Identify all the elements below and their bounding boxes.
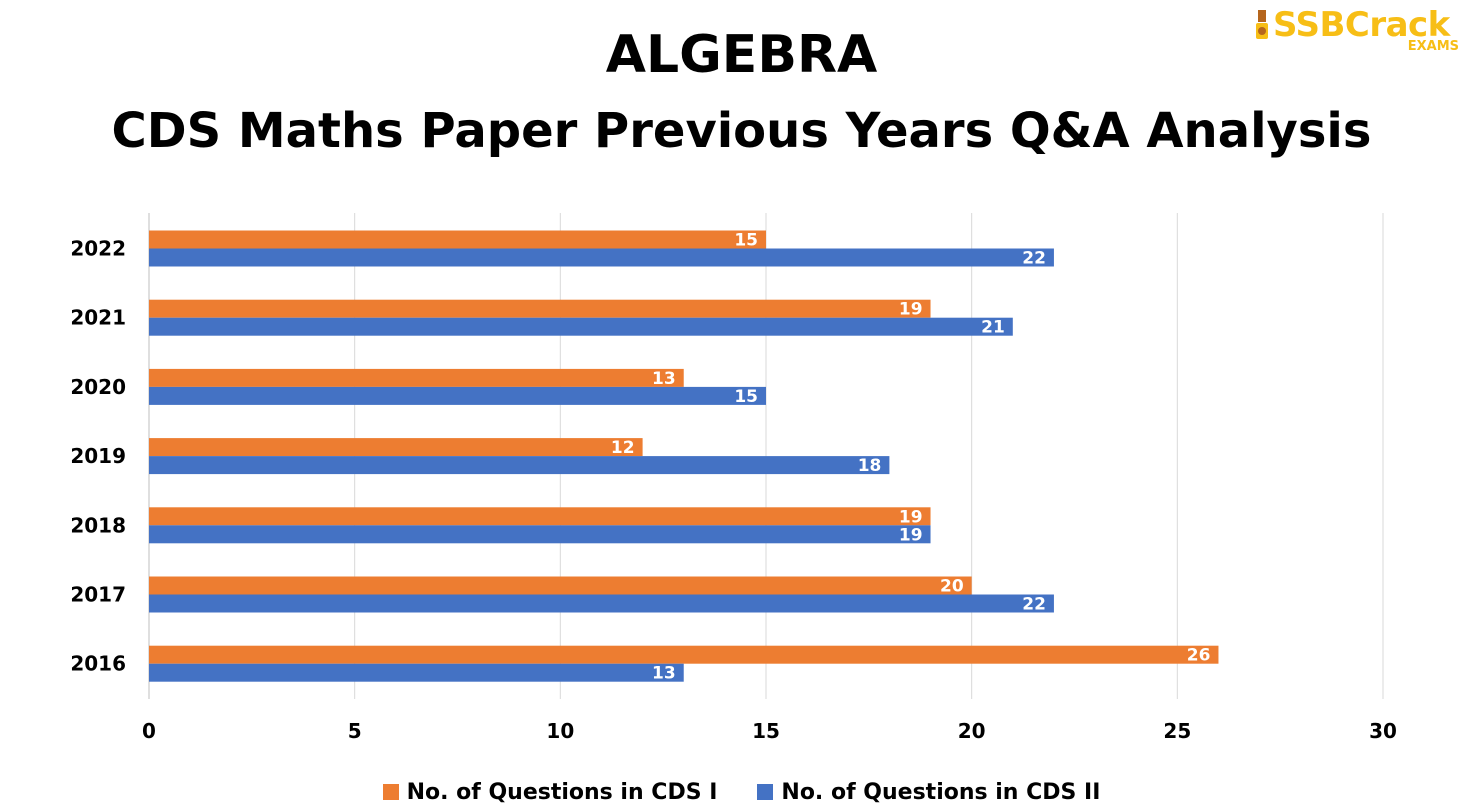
- y-tick-label-2019: 2019: [70, 444, 126, 468]
- legend-swatch-cds-1: [382, 784, 399, 800]
- x-tick-label-10: 10: [546, 719, 574, 743]
- x-tick-label-0: 0: [142, 719, 156, 743]
- y-tick-label-2017: 2017: [70, 583, 126, 607]
- y-tick-label-2020: 2020: [70, 375, 126, 399]
- bar-2017-series-1: [149, 576, 972, 595]
- y-tick-label-2021: 2021: [70, 306, 126, 330]
- chart-subtitle: CDS Maths Paper Previous Years Q&A Analy…: [111, 103, 1372, 159]
- bar-2021-series-1: [149, 299, 931, 318]
- data-label-2017-series-2: 22: [1022, 595, 1046, 615]
- chart-legend: No. of Questions in CDS I No. of Questio…: [0, 776, 1483, 808]
- bar-2020-series-1: [149, 368, 684, 387]
- data-label-2022-series-2: 22: [1022, 249, 1046, 269]
- logo-subtext: EXAMS: [1407, 39, 1459, 54]
- bar-2018-series-2: [149, 525, 931, 544]
- chart-title: ALGEBRA: [605, 25, 878, 85]
- x-tick-label-5: 5: [348, 719, 362, 743]
- legend-label-cds-2: No. of Questions in CDS II: [781, 779, 1101, 805]
- legend-label-cds-1: No. of Questions in CDS I: [406, 779, 718, 805]
- y-tick-label-2022: 2022: [70, 237, 126, 261]
- data-label-2017-series-1: 20: [940, 577, 964, 597]
- bar-2019-series-1: [149, 438, 643, 457]
- y-tick-label-2016: 2016: [70, 652, 126, 676]
- bar-2021-series-2: [149, 317, 1013, 336]
- data-label-2021-series-2: 21: [981, 318, 1005, 338]
- bar-2016-series-2: [149, 663, 684, 682]
- bar-2020-series-2: [149, 386, 766, 405]
- data-label-2016-series-1: 26: [1187, 646, 1211, 666]
- data-label-2022-series-1: 15: [734, 231, 758, 251]
- x-tick-label-30: 30: [1369, 719, 1397, 743]
- data-label-2020-series-2: 15: [734, 387, 758, 407]
- ssbcrack-logo: SSBCrack EXAMS: [1251, 5, 1461, 54]
- bar-2022-series-2: [149, 248, 1054, 267]
- bar-2017-series-2: [149, 594, 1054, 613]
- bar-2016-series-1: [149, 645, 1219, 664]
- data-label-2021-series-1: 19: [899, 300, 923, 320]
- logo-text: SSBCrack: [1273, 5, 1450, 45]
- data-label-2019-series-2: 18: [858, 456, 882, 476]
- y-tick-label-2018: 2018: [70, 513, 126, 537]
- data-label-2018-series-1: 19: [899, 507, 923, 527]
- legend-swatch-cds-2: [757, 784, 774, 800]
- data-label-2019-series-1: 12: [611, 438, 635, 458]
- x-tick-label-15: 15: [752, 719, 780, 743]
- x-tick-label-25: 25: [1163, 719, 1191, 743]
- x-tick-label-20: 20: [958, 719, 986, 743]
- medal-icon: [1256, 10, 1268, 39]
- data-label-2016-series-2: 13: [652, 664, 676, 684]
- legend-item-cds-1: No. of Questions in CDS I: [382, 779, 718, 805]
- bar-2022-series-1: [149, 230, 766, 249]
- data-label-2018-series-2: 19: [899, 525, 923, 545]
- data-label-2020-series-1: 13: [652, 369, 676, 389]
- bar-2018-series-1: [149, 507, 931, 526]
- legend-item-cds-2: No. of Questions in CDS II: [757, 780, 1100, 805]
- bar-2019-series-2: [149, 456, 890, 475]
